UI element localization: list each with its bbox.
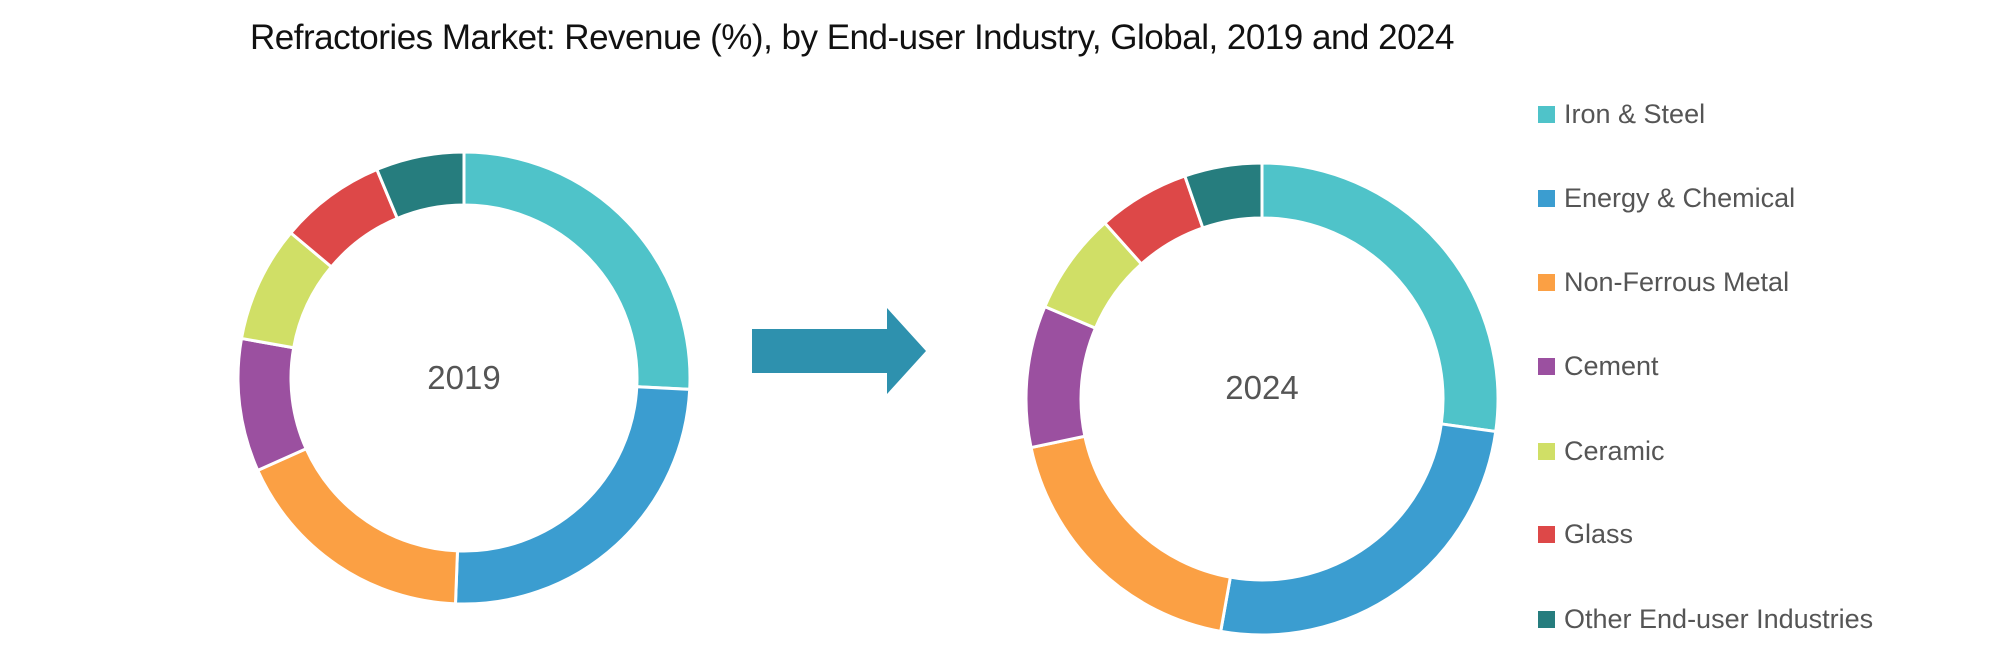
donut-slice-other-end-user-industries (1182, 161, 1264, 230)
legend-label: Ceramic (1564, 436, 1665, 466)
donut-slice-energy-chemical (453, 385, 692, 606)
donut-slice-cement (236, 336, 309, 473)
donut-slice-other-end-user-industries (374, 150, 466, 221)
legend-swatch (1538, 190, 1555, 207)
legend-swatch (1538, 443, 1555, 460)
donut-slice-non-ferrous-metal (1029, 434, 1233, 634)
right-arrow-icon (752, 308, 926, 394)
legend-item-energy-chemical: Energy & Chemical (1538, 183, 1795, 214)
donut-slice-non-ferrous-metal (255, 446, 460, 606)
legend-swatch (1538, 611, 1555, 628)
legend-label: Non-Ferrous Metal (1564, 267, 1790, 297)
legend-swatch (1538, 106, 1555, 123)
donut-slice-iron-steel (462, 150, 692, 391)
legend-item-glass: Glass (1538, 519, 1633, 550)
legend-swatch (1538, 358, 1555, 375)
donut-2019 (236, 150, 692, 606)
legend-item-cement: Cement (1538, 351, 1659, 382)
legend-item-ceramic: Ceramic (1538, 436, 1665, 467)
center-label-2024: 2024 (1225, 369, 1298, 406)
donut-slice-cement (1024, 304, 1098, 450)
legend-label: Energy & Chemical (1564, 183, 1796, 213)
legend-item-non-ferrous-metal: Non-Ferrous Metal (1538, 267, 1789, 298)
center-label-2019: 2019 (427, 359, 500, 396)
legend-label: Iron & Steel (1564, 99, 1706, 129)
legend-label: Cement (1564, 351, 1659, 381)
legend-item-other: Other End-user Industries (1538, 604, 1873, 635)
donut-slice-energy-chemical (1218, 422, 1498, 637)
legend-item-iron-steel: Iron & Steel (1538, 99, 1705, 130)
legend-label: Other End-user Industries (1564, 604, 1874, 634)
legend-label: Glass (1564, 519, 1634, 549)
donut-2024 (1024, 161, 1500, 637)
legend-swatch (1538, 526, 1555, 543)
chart-title: Refractories Market: Revenue (%), by End… (250, 18, 1454, 57)
legend-swatch (1538, 274, 1555, 291)
